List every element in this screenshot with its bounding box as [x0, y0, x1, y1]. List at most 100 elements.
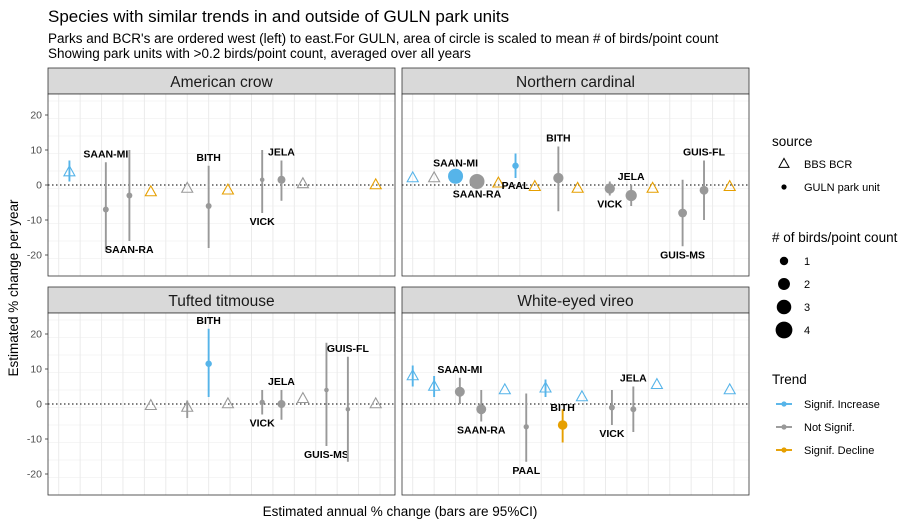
point-label-guis-ms: GUIS-MS: [304, 449, 349, 461]
bbs-bcr-point: [406, 368, 420, 381]
point-label-paal: PAAL: [502, 180, 530, 192]
legend-trend-decline-icon: [781, 447, 787, 453]
data-points: SAAN-MI SAAN-RA PAAL BITH VICK JELA: [406, 364, 737, 477]
y-tick-label: 0: [36, 399, 42, 411]
bbs-bcr-point: [369, 177, 383, 190]
bbs-bcr-point: [62, 164, 76, 177]
bbs-bcr-point: [221, 182, 235, 195]
legend-size-title: # of birds/point count: [772, 230, 898, 245]
y-tick-label: 0: [36, 180, 42, 192]
chart-title: Species with similar trends in and outsi…: [48, 7, 509, 26]
legend-circle-icon: [781, 184, 787, 190]
point-label-jela: JELA: [268, 147, 295, 159]
guln-park-point: [630, 406, 637, 413]
guln-park-point: [523, 424, 529, 430]
point-label-guis-ms: GUIS-MS: [660, 249, 705, 261]
bbs-bcr-point: [406, 170, 420, 183]
panel-white-eyed-vireo: White-eyed vireo SAAN-MI SAAN-RA PAAL BITH VI…: [401, 286, 750, 496]
bbs-bcr-point: [180, 400, 194, 412]
point-label-bith: BITH: [550, 402, 575, 414]
point-label-bith: BITH: [196, 315, 221, 327]
legend-source-bbs-label: BBS BCR: [804, 159, 852, 171]
bbs-bcr-point: [296, 391, 310, 404]
guln-park-point: [102, 206, 109, 213]
panel-border: [47, 312, 396, 496]
bbs-bcr-point: [180, 181, 194, 193]
legend-size-4-icon: [775, 321, 793, 339]
guln-park-point: [454, 386, 465, 397]
bbs-bcr-point: [491, 175, 505, 188]
legend-size-1-icon: [779, 256, 789, 266]
point-label-vick: VICK: [250, 216, 276, 228]
point-label-bith: BITH: [196, 152, 221, 164]
bbs-bcr-point: [427, 170, 441, 183]
guln-park-point: [205, 203, 212, 209]
panel-strip: [47, 67, 396, 95]
legend-triangle-icon: [778, 157, 790, 168]
facet-panels: American crow -20 -10 0 10 20 SAAN-MI SAAN-RA BI…: [27, 67, 750, 496]
point-label-saan-mi: SAAN-MI: [433, 157, 478, 169]
bbs-bcr-point: [427, 379, 441, 391]
bbs-bcr-point: [144, 184, 158, 197]
guln-park-point: [625, 189, 637, 202]
legend-trend-increase-icon: [781, 401, 787, 407]
legend-trend-decline-label: Signif. Decline: [804, 445, 874, 457]
legend-size-3-label: 3: [804, 302, 810, 314]
point-label-saan-ra: SAAN-RA: [457, 425, 506, 437]
legend-size-1-label: 1: [804, 256, 810, 268]
panel-strip: [401, 286, 750, 314]
legend-trend-title: Trend: [772, 372, 807, 387]
guln-park-point: [557, 420, 568, 430]
bbs-bcr-point: [723, 179, 737, 192]
panel-border: [47, 93, 396, 277]
bbs-bcr-point: [539, 380, 552, 393]
y-axis-title: Estimated % change per year: [6, 199, 21, 377]
legend-size-2-label: 2: [804, 279, 810, 291]
bbs-bcr-point: [296, 176, 310, 189]
panel-title-tufted-titmouse: Tufted titmouse: [168, 293, 274, 310]
point-label-bith: BITH: [546, 133, 571, 145]
y-tick-label: 10: [30, 364, 42, 376]
bbs-bcr-point: [144, 398, 158, 411]
legend-size-4-label: 4: [804, 325, 810, 337]
panel-tufted-titmouse: Tufted titmouse -20 -10 0 10 20 BITH VICK JELA GU…: [27, 286, 396, 496]
guln-park-point: [553, 172, 564, 184]
panel-strip: [401, 67, 750, 95]
point-label-saan-ra: SAAN-RA: [453, 189, 502, 201]
legend-trend-notsig-label: Not Signif.: [804, 422, 855, 434]
y-tick-label: -10: [27, 215, 42, 227]
y-tick-label: 20: [30, 110, 42, 122]
guln-park-point: [469, 173, 485, 190]
bbs-bcr-point: [646, 181, 660, 193]
x-axis-title: Estimated annual % change (bars are 95%C…: [263, 504, 538, 519]
guln-park-point: [324, 387, 329, 393]
y-tick-label: -10: [27, 434, 42, 446]
y-tick-label: 10: [30, 145, 42, 157]
legend-source-guln-label: GULN park unit: [804, 182, 880, 194]
panel-american-crow: American crow -20 -10 0 10 20 SAAN-MI SAAN-RA BI…: [27, 67, 396, 277]
bbs-bcr-point: [575, 389, 589, 402]
panel-title-northern-cardinal: Northern cardinal: [516, 74, 635, 91]
legend-size-2-icon: [778, 278, 790, 290]
guln-park-point: [345, 406, 351, 412]
guln-park-point: [277, 175, 286, 184]
panel-strip: [47, 286, 396, 314]
bbs-bcr-point: [498, 382, 512, 395]
panel-title-american-crow: American crow: [170, 74, 273, 91]
data-points: SAAN-MI SAAN-RA BITH VICK JELA: [62, 147, 383, 256]
point-label-jela: JELA: [268, 376, 295, 388]
y-tick-label: 20: [30, 329, 42, 341]
guln-park-point: [512, 162, 519, 170]
panel-title-white-eyed-vireo: White-eyed vireo: [517, 293, 633, 310]
bbs-bcr-point: [528, 179, 542, 192]
bbs-bcr-point: [221, 396, 235, 409]
guln-park-point: [277, 400, 286, 408]
point-label-jela: JELA: [620, 373, 647, 385]
guln-park-point: [448, 168, 464, 184]
point-label-saan-ra: SAAN-RA: [105, 244, 154, 256]
chart-subtitle-line-2: Showing park units with >0.2 birds/point…: [48, 46, 471, 61]
chart-subtitle-line-1: Parks and BCR's are ordered west (left) …: [48, 31, 719, 46]
